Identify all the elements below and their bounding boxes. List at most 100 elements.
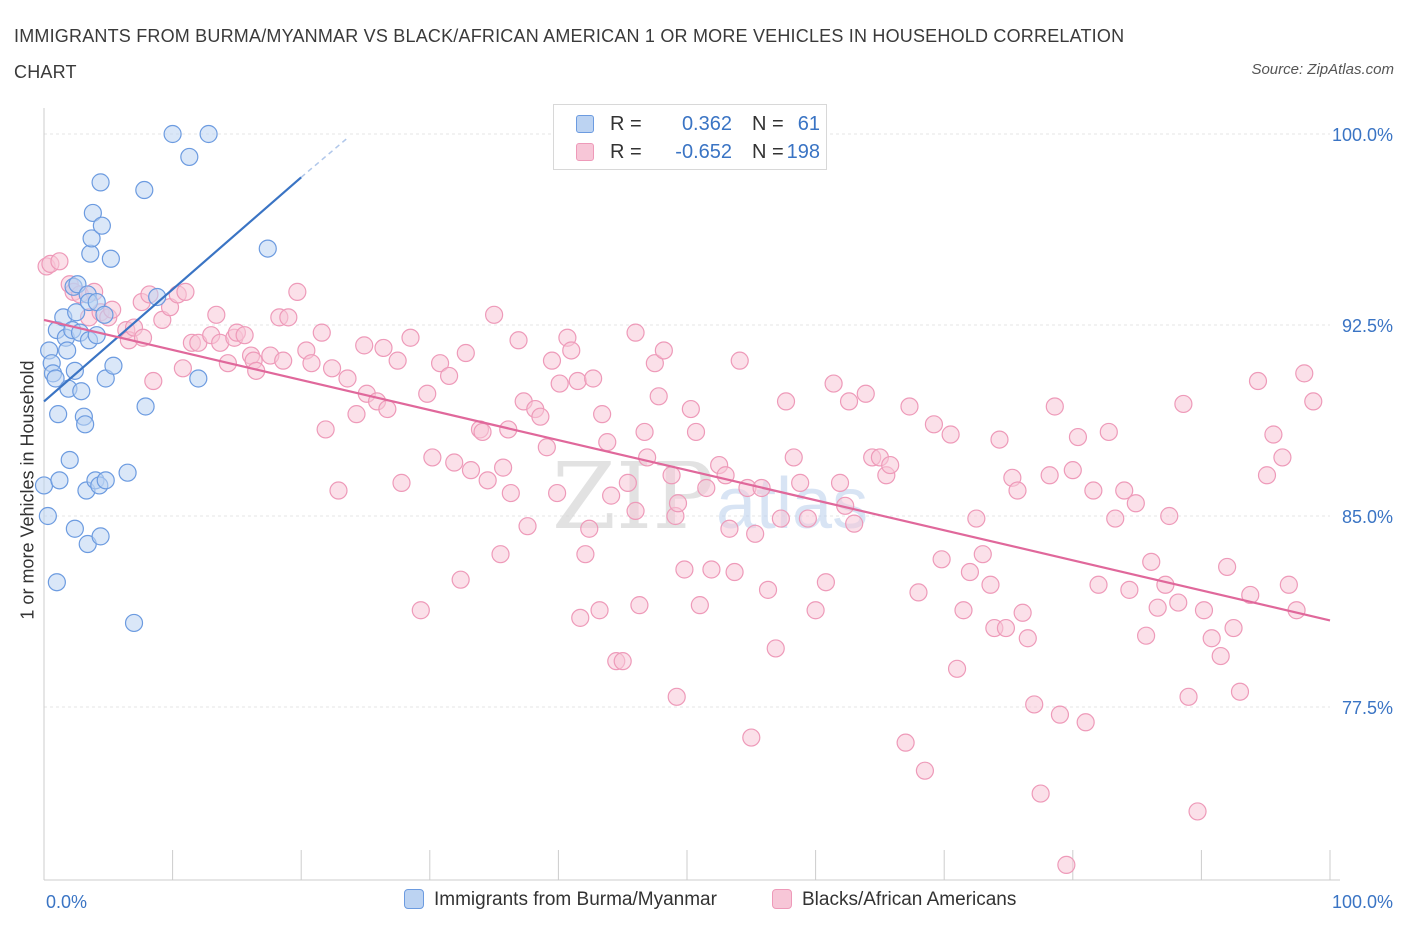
y-tick-label: 85.0% xyxy=(1342,507,1393,527)
source-credit: Source: ZipAtlas.com xyxy=(1251,61,1394,78)
bottom-legend-label-blacks: Blacks/African Americans xyxy=(802,889,1017,910)
point-blacks xyxy=(941,425,960,444)
point-blacks xyxy=(593,405,612,424)
point-burma xyxy=(92,216,111,235)
point-blacks xyxy=(542,351,562,370)
point-blacks xyxy=(518,517,537,536)
trend-line-blacks xyxy=(43,318,1331,622)
point-blacks xyxy=(1137,626,1156,645)
point-blacks xyxy=(1304,392,1323,411)
point-blacks xyxy=(746,524,765,543)
point-blacks xyxy=(329,481,348,500)
trend-lines xyxy=(43,138,1331,622)
point-burma xyxy=(58,341,77,360)
point-blacks xyxy=(418,384,437,403)
point-blacks xyxy=(451,570,470,589)
point-blacks xyxy=(568,371,587,391)
correlation-legend: R = 0.362 N = 61 R = -0.652 N = 198 xyxy=(553,104,827,170)
bottom-legend-burma: Immigrants from Burma/Myanmar xyxy=(404,889,717,911)
point-burma xyxy=(148,287,167,307)
point-blacks xyxy=(1115,481,1134,500)
point-blacks xyxy=(1057,855,1076,874)
point-burma xyxy=(83,203,102,223)
point-blacks xyxy=(338,369,357,388)
point-blacks xyxy=(562,341,581,360)
point-blacks xyxy=(766,639,785,658)
point-blacks xyxy=(730,351,749,370)
point-blacks xyxy=(494,458,513,477)
point-blacks xyxy=(791,473,810,492)
point-burma xyxy=(258,239,277,258)
point-burma xyxy=(65,519,84,538)
point-burma xyxy=(50,471,69,490)
point-burma xyxy=(101,249,120,268)
point-burma xyxy=(189,369,208,388)
point-blacks xyxy=(896,733,915,752)
point-blacks xyxy=(626,501,645,521)
point-blacks xyxy=(590,601,609,620)
point-blacks xyxy=(839,392,859,411)
point-blacks xyxy=(881,455,900,475)
point-blacks xyxy=(1084,481,1103,500)
point-blacks xyxy=(1160,506,1179,526)
gridlines xyxy=(44,133,1330,708)
tick-labels: 100.0% 92.5% 85.0% 77.5% 0.0% 100.0% xyxy=(46,125,1393,912)
legend-n-value: 198 xyxy=(786,141,820,163)
point-blacks xyxy=(668,494,688,513)
point-blacks xyxy=(618,473,637,492)
point-blacks xyxy=(1120,580,1139,599)
point-blacks xyxy=(856,384,875,403)
point-burma xyxy=(180,147,199,167)
point-blacks xyxy=(207,305,226,324)
point-blacks xyxy=(654,341,673,360)
point-blacks xyxy=(316,420,335,439)
point-blacks xyxy=(1099,422,1118,442)
point-blacks xyxy=(909,583,928,602)
point-blacks xyxy=(990,430,1009,449)
point-blacks xyxy=(1089,575,1108,594)
point-blacks xyxy=(176,282,195,301)
point-blacks xyxy=(1295,364,1314,383)
y-tick-label: 100.0% xyxy=(1332,125,1393,145)
point-blacks xyxy=(347,405,366,424)
point-blacks xyxy=(697,478,716,498)
point-blacks xyxy=(667,687,686,706)
point-blacks xyxy=(1202,629,1221,648)
point-blacks xyxy=(686,422,706,442)
point-blacks xyxy=(485,305,504,324)
point-burma xyxy=(60,450,79,470)
point-burma xyxy=(65,361,84,380)
point-blacks xyxy=(973,545,992,564)
point-blacks xyxy=(1045,397,1064,416)
point-blacks xyxy=(630,596,649,615)
point-blacks xyxy=(784,448,803,467)
point-blacks xyxy=(531,407,550,426)
point-blacks xyxy=(1076,713,1095,732)
point-blacks xyxy=(742,728,761,747)
point-blacks xyxy=(1063,461,1082,480)
point-blacks xyxy=(1106,509,1125,528)
point-blacks xyxy=(776,392,796,411)
point-blacks xyxy=(1211,646,1230,666)
legend-swatch-blue xyxy=(576,115,594,133)
point-blacks xyxy=(312,323,331,342)
point-blacks xyxy=(1031,784,1050,803)
point-blacks xyxy=(932,550,951,569)
point-blacks xyxy=(355,336,374,355)
point-blacks xyxy=(960,562,980,582)
point-blacks xyxy=(445,453,464,472)
x-tick-label-max: 100.0% xyxy=(1332,892,1393,912)
legend-n-label: N = xyxy=(752,113,784,135)
trend-line-burma xyxy=(43,176,302,403)
legend-r-value: 0.362 xyxy=(681,113,732,135)
point-blacks xyxy=(681,399,700,419)
point-blacks xyxy=(548,483,567,503)
point-blacks xyxy=(1050,705,1070,724)
point-blacks xyxy=(720,519,739,538)
point-burma xyxy=(91,173,110,192)
point-burma xyxy=(82,229,101,248)
bottom-legend-swatch-pink xyxy=(772,889,792,909)
point-blacks xyxy=(981,575,1000,594)
legend-r-label: R = xyxy=(610,113,642,135)
point-burma xyxy=(199,124,218,144)
